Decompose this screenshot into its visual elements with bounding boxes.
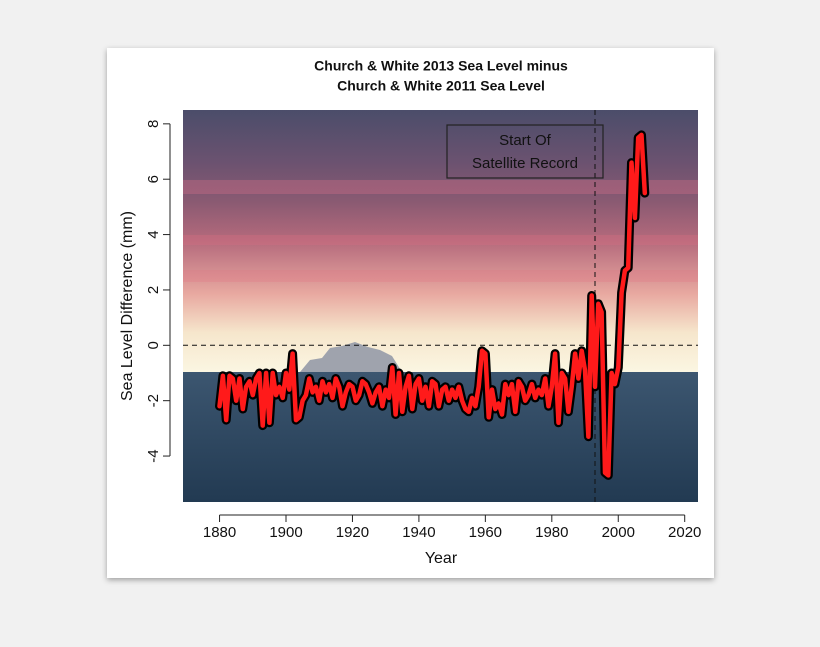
annotation: Satellite Record bbox=[472, 155, 578, 172]
sky bbox=[183, 110, 698, 372]
y-axis-label: Sea Level Difference (mm) bbox=[119, 211, 136, 401]
y-tick-label: 2 bbox=[145, 286, 162, 294]
x-tick-label: 1920 bbox=[336, 524, 369, 541]
annotation: Start Of bbox=[499, 132, 552, 149]
plot: Start Of Satellite Record bbox=[183, 110, 698, 502]
x-tick-label: 1900 bbox=[269, 524, 302, 541]
x-tick-label: 1980 bbox=[535, 524, 568, 541]
chart-title: Church & White 2011 Sea Level bbox=[337, 78, 545, 94]
x-tick-label: 1940 bbox=[402, 524, 435, 541]
x-tick-label: 2000 bbox=[602, 524, 635, 541]
iceberg bbox=[300, 342, 402, 372]
y-tick-label: 8 bbox=[145, 120, 162, 128]
y-tick-label: -4 bbox=[145, 449, 162, 462]
x-axis-label: Year bbox=[425, 550, 458, 567]
chart-title: Church & White 2013 Sea Level minus bbox=[314, 58, 568, 74]
line bbox=[217, 132, 648, 478]
annotation-box bbox=[446, 124, 604, 179]
y-tick-label: 0 bbox=[145, 341, 162, 349]
x-tick-label: 1880 bbox=[203, 524, 236, 541]
x-tick-label: 1960 bbox=[469, 524, 502, 541]
y-tick-label: 6 bbox=[145, 175, 162, 183]
y-tick-label: -2 bbox=[145, 394, 162, 407]
y-tick-label: 4 bbox=[145, 230, 162, 238]
x-tick-label: 2020 bbox=[668, 524, 701, 541]
clouds bbox=[183, 180, 698, 282]
